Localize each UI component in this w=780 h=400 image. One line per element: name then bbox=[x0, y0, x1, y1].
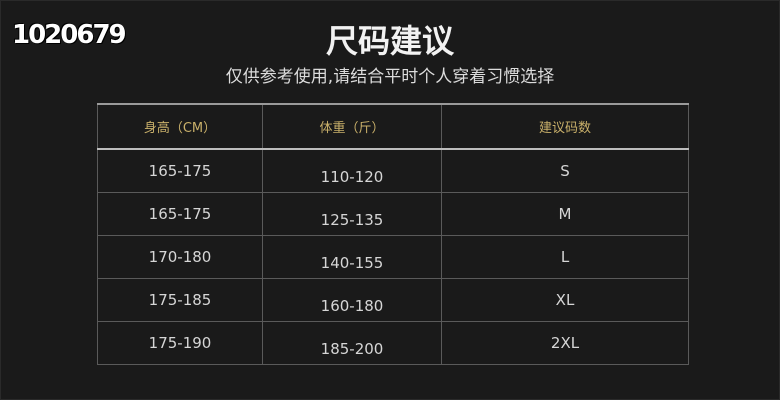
header-height: 身高（CM） bbox=[97, 103, 263, 150]
cell-size: M bbox=[441, 192, 689, 236]
cell-height: 175-190 bbox=[97, 321, 263, 365]
table-row: 165-175 110-120 S bbox=[97, 148, 689, 193]
page-title: 尺码建议 bbox=[325, 22, 454, 60]
header-size: 建议码数 bbox=[441, 103, 689, 150]
cell-weight: 140-155 bbox=[262, 235, 442, 279]
table-row: 175-190 185-200 2XL bbox=[97, 321, 689, 365]
cell-size: L bbox=[441, 235, 689, 279]
table-row: 165-175 125-135 M bbox=[97, 192, 689, 236]
cell-size: S bbox=[441, 148, 689, 193]
cell-height: 165-175 bbox=[97, 148, 263, 193]
cell-weight: 110-120 bbox=[262, 148, 442, 193]
table-row: 175-185 160-180 XL bbox=[97, 278, 689, 322]
subtitle: 仅供参考使用,请结合平时个人穿着习惯选择 bbox=[225, 67, 555, 87]
header-weight: 体重（斤） bbox=[262, 103, 442, 150]
cell-size: XL bbox=[441, 278, 689, 322]
table-row: 170-180 140-155 L bbox=[97, 235, 689, 279]
cell-height: 165-175 bbox=[97, 192, 263, 236]
cell-height: 175-185 bbox=[97, 278, 263, 322]
size-table: 身高（CM） 体重（斤） 建议码数 165-175 110-120 S 165-175… bbox=[97, 103, 689, 365]
cell-weight: 185-200 bbox=[262, 321, 442, 365]
cell-weight: 125-135 bbox=[262, 192, 442, 236]
cell-size: 2XL bbox=[441, 321, 689, 365]
table-header-row: 身高（CM） 体重（斤） 建议码数 bbox=[97, 103, 689, 150]
cell-height: 170-180 bbox=[97, 235, 263, 279]
cell-weight: 160-180 bbox=[262, 278, 442, 322]
watermark: 1020679 bbox=[12, 20, 127, 50]
